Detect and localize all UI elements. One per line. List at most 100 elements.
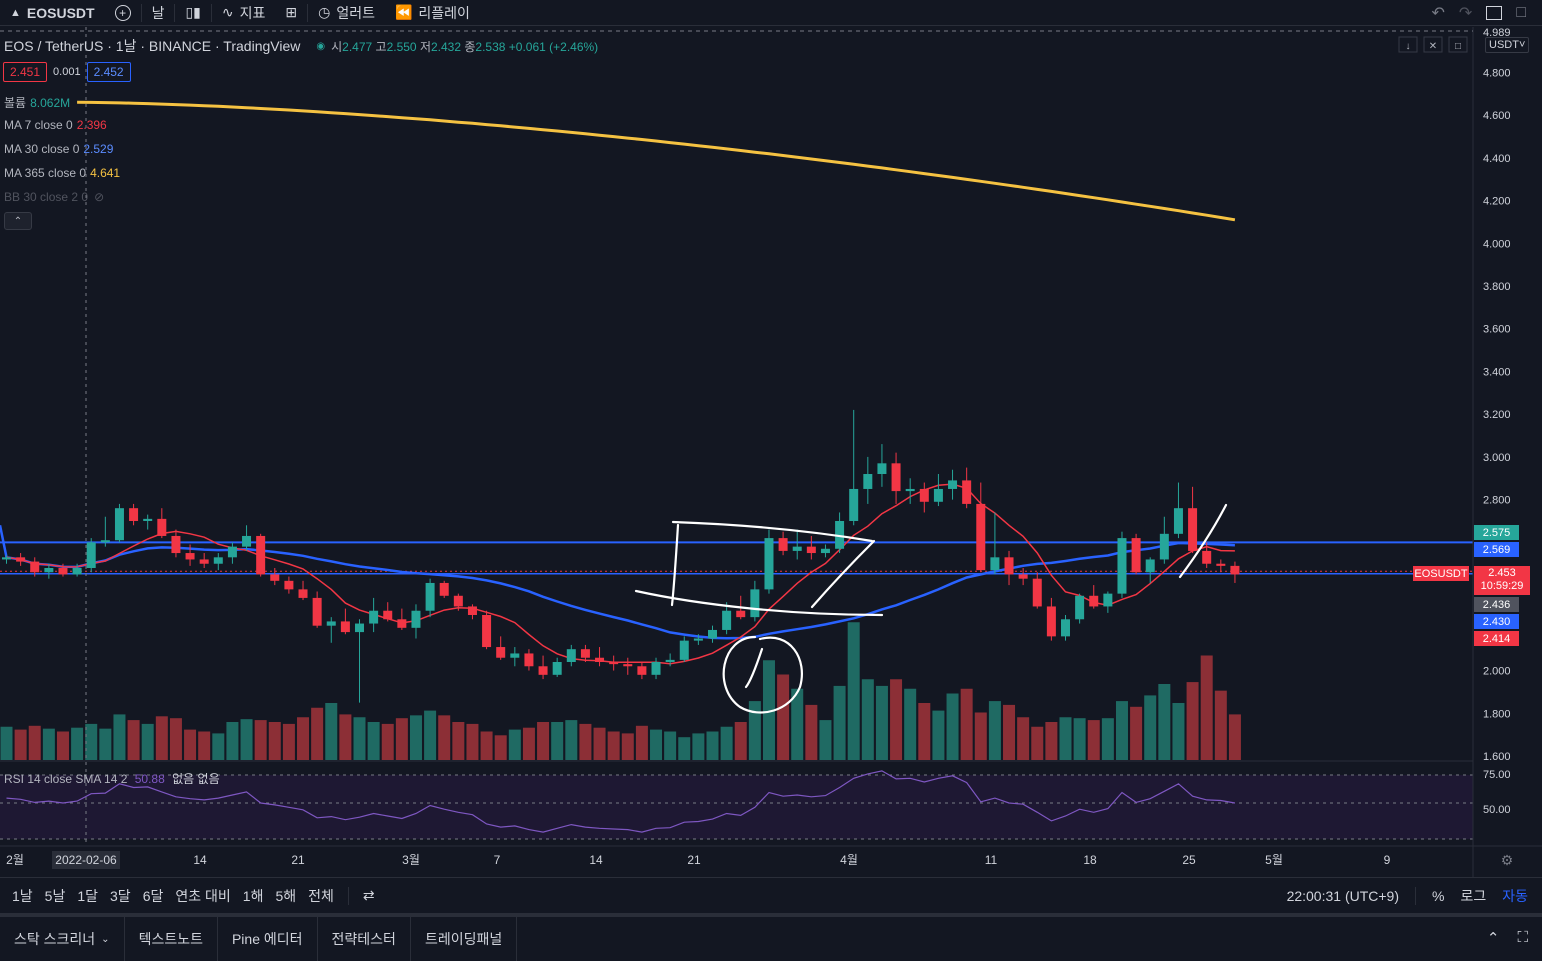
volume-bar (904, 688, 917, 760)
rsi-value: 50.88 (134, 772, 165, 786)
price-tick-label: 1.600 (1483, 751, 1511, 763)
chart-area[interactable]: 4.989 4.800 4.600 4.400 4.200 4.000 3.800 3.600… (0, 27, 1542, 877)
clock[interactable]: 22:00:31 (UTC+9) (1286, 888, 1400, 904)
price-tag-ma-high: 2.575 (1474, 525, 1519, 540)
volume-bar (1144, 695, 1157, 760)
volume-bar (819, 720, 832, 760)
chart-type-button[interactable]: ▯▮ (175, 0, 210, 26)
time-tick-label: 21 (687, 853, 701, 867)
pane-control-icon: □ (1455, 41, 1461, 52)
volume-bar (184, 729, 197, 760)
indicators-button[interactable]: ∿ 지표 (212, 0, 276, 26)
interval-button[interactable]: 날 (142, 0, 175, 26)
tab-strategy-tester[interactable]: 전략테스터 (318, 917, 411, 961)
volume-bar (1087, 720, 1100, 760)
volume-bar (1130, 706, 1143, 760)
goto-date-icon[interactable]: ⇄ (362, 887, 375, 903)
tab-stock-screener[interactable]: 스탁 스크리너 ⌄ (0, 917, 125, 961)
currency-label: USDT (1489, 39, 1519, 51)
chart-canvas[interactable]: 4.989 4.800 4.600 4.400 4.200 4.000 3.800 3.600… (0, 27, 1542, 877)
undo-icon[interactable]: ↶ (1431, 5, 1445, 22)
ma7-line (6, 483, 1235, 665)
tf-3m[interactable]: 3달 (110, 887, 131, 904)
tf-all[interactable]: 전체 (308, 887, 334, 904)
replay-button[interactable]: ⏪ 리플레이 (385, 0, 480, 26)
pane-control-button (1398, 36, 1418, 53)
volume-bar (946, 693, 959, 760)
close-value: 2.538 (475, 39, 506, 54)
volume-bar (791, 688, 804, 760)
tf-1m[interactable]: 1달 (77, 887, 99, 904)
rsi-legend[interactable]: RSI 14 close SMA 14 2 50.88 없음 없음 (4, 770, 220, 787)
maximize-icon[interactable]: ⛶ (1517, 929, 1528, 946)
candle-body (129, 508, 139, 522)
candle-body (990, 557, 1000, 571)
hidden-eye-icon[interactable]: ⊘ (94, 190, 105, 204)
candle-body (340, 621, 350, 633)
volume-bar (212, 733, 225, 760)
log-toggle[interactable]: 로그 (1460, 888, 1487, 904)
tab-text-notes[interactable]: 텍스트노트 (125, 917, 218, 961)
volume-bar (1059, 717, 1072, 760)
chevron-up-icon[interactable]: ⌃ (1486, 930, 1500, 947)
tf-1d[interactable]: 1날 (12, 887, 33, 904)
snapshot-icon[interactable]: □ (1516, 4, 1526, 21)
volume-bar (861, 679, 874, 760)
eos-logo-icon: ▲ (10, 6, 21, 19)
tab-trading-panel[interactable]: 트레이딩패널 (411, 917, 518, 961)
candle-body (326, 621, 336, 626)
buy-price-button[interactable]: 2.452 (86, 62, 131, 82)
compare-button[interactable]: + (105, 0, 141, 26)
price-tick-label: 3.800 (1483, 281, 1511, 293)
time-tick-label: 18 (1083, 853, 1097, 867)
indicators-label: 지표 (239, 4, 266, 21)
tf-1y[interactable]: 1해 (242, 887, 264, 904)
fullscreen-icon[interactable] (1486, 6, 1503, 20)
candle-body (1131, 538, 1141, 573)
redo-icon[interactable]: ↷ (1458, 5, 1473, 22)
percent-toggle[interactable]: % (1432, 888, 1445, 904)
volume-bar (268, 722, 281, 760)
indicator-ma365[interactable]: MA 365 close 0 4.641 (4, 166, 120, 180)
candle-body (976, 503, 986, 571)
candle-body (411, 610, 421, 628)
alerts-button[interactable]: ◷ 얼러트 (308, 0, 385, 26)
volume-bar (155, 716, 168, 760)
tf-6m[interactable]: 6달 (142, 887, 164, 904)
indicator-ma7[interactable]: MA 7 close 0 2.396 (4, 118, 107, 132)
symbol-search-button[interactable]: ▲ EOSUSDT (0, 0, 105, 26)
symbol-price-tag: EOSUSDT (1413, 566, 1469, 581)
time-tick-label: 11 (985, 853, 998, 867)
indicator-value: 4.641 (90, 166, 121, 180)
sell-price-button[interactable]: 2.451 (3, 62, 48, 82)
candle-body (369, 610, 379, 624)
indicator-bb[interactable]: BB 30 close 2 0 ⊘ (4, 190, 104, 204)
tf-5y[interactable]: 5해 (275, 887, 297, 904)
candle-body (1032, 578, 1042, 607)
volume-bar (424, 710, 437, 760)
volume-bar (551, 722, 564, 760)
candle-body (1046, 606, 1056, 637)
tf-5d[interactable]: 5날 (44, 887, 66, 904)
volume-bar (1228, 714, 1241, 760)
tab-pine-editor[interactable]: Pine 에디터 (218, 917, 318, 961)
volume-bar (1031, 726, 1044, 760)
drawing-box-top (671, 520, 874, 543)
drawing-check-mark (1178, 503, 1228, 579)
volume-bar (508, 729, 521, 760)
volume-bar (805, 704, 818, 760)
collapse-legend-button[interactable]: ⌃ (4, 212, 32, 230)
candle-body (227, 546, 237, 558)
volume-bar (169, 718, 182, 760)
indicator-volume[interactable]: 볼륨 8.062M (4, 94, 70, 111)
indicator-ma30[interactable]: MA 30 close 0 2.529 (4, 142, 113, 156)
candle-body (1216, 563, 1226, 566)
layouts-button[interactable]: ⊞ (275, 0, 307, 26)
currency-select[interactable]: USDT˅ (1485, 37, 1530, 53)
auto-toggle[interactable]: 자동 (1502, 888, 1528, 904)
candle-body (383, 610, 393, 620)
drawing-one-mark (744, 647, 764, 689)
tab-label: 전략테스터 (331, 931, 396, 947)
volume-bar (254, 720, 267, 760)
tf-ytd[interactable]: 연초 대비 (175, 887, 231, 904)
